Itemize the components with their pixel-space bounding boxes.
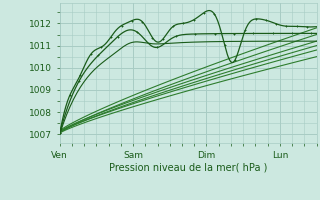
X-axis label: Pression niveau de la mer( hPa ): Pression niveau de la mer( hPa ) [109,163,267,173]
